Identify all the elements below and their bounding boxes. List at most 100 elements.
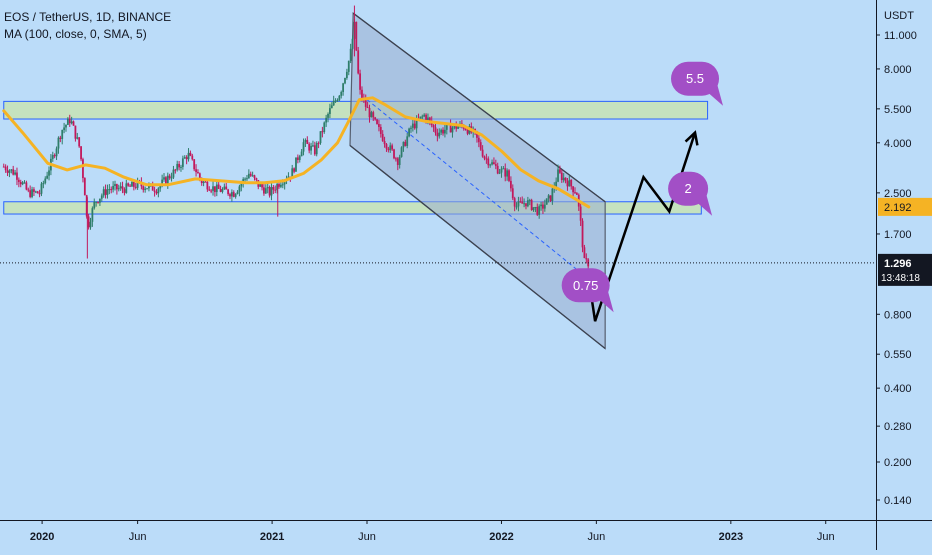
y-tick-label: 8.000 <box>884 64 912 76</box>
candle <box>391 143 394 151</box>
candle-body <box>302 142 305 152</box>
candle-body <box>212 186 214 191</box>
candle <box>153 186 156 197</box>
candle <box>342 82 345 96</box>
candle <box>263 183 265 196</box>
candle <box>376 118 378 125</box>
y-tick-label: 2.500 <box>884 188 912 200</box>
candle-body <box>525 203 527 207</box>
candle <box>355 21 358 52</box>
candle <box>517 196 520 212</box>
candle-body <box>536 207 539 215</box>
candle-body <box>129 185 131 187</box>
candle-body <box>347 60 350 72</box>
candle <box>334 98 337 103</box>
candle <box>394 156 397 162</box>
candle <box>195 164 197 177</box>
candle <box>61 129 64 145</box>
candle-body <box>44 178 47 184</box>
candle-body <box>496 165 499 174</box>
candle-body <box>442 129 444 134</box>
candle <box>246 175 248 181</box>
candle <box>530 198 533 211</box>
candle-body <box>55 148 58 157</box>
candle-body <box>400 147 403 157</box>
candle <box>538 204 541 219</box>
candle <box>502 165 505 170</box>
candle-body <box>487 158 490 166</box>
candle <box>477 134 480 148</box>
annotation-bubble: 2 <box>668 171 713 216</box>
candle <box>230 189 233 202</box>
candle-body <box>214 186 216 193</box>
candle <box>215 180 218 197</box>
candle-body <box>225 186 228 190</box>
candle <box>251 171 254 177</box>
candle <box>268 185 271 198</box>
y-tick-label: 0.400 <box>884 383 912 395</box>
candle <box>344 77 346 85</box>
candle <box>455 121 458 132</box>
y-tick-label: 0.140 <box>884 495 912 507</box>
candle-body <box>278 183 280 187</box>
candle-body <box>376 119 378 125</box>
candle <box>10 169 13 174</box>
candle <box>264 184 267 194</box>
candle <box>364 94 367 111</box>
candle <box>442 127 444 136</box>
candle-body <box>419 116 422 120</box>
y-tick-label: 0.280 <box>884 421 912 433</box>
annotation-bubble: 0.75 <box>561 268 614 313</box>
candle-body <box>385 144 388 149</box>
candle <box>229 192 231 200</box>
candle <box>214 186 216 197</box>
candle-body <box>255 178 258 180</box>
candle <box>187 148 190 162</box>
candle-body <box>117 188 120 190</box>
candle <box>508 169 510 183</box>
countdown-label: 13:48:18 <box>881 273 920 284</box>
candle-body <box>555 181 558 187</box>
y-tick-label: 1.700 <box>884 229 912 241</box>
x-tick-label: 2022 <box>489 531 513 543</box>
candle-body <box>355 21 358 51</box>
candle <box>438 128 441 139</box>
candle-body <box>70 121 73 124</box>
candle-body <box>217 184 220 189</box>
candle-body <box>251 175 254 177</box>
candle-body <box>189 152 192 156</box>
candle-body <box>134 186 137 188</box>
candle-body <box>498 172 501 174</box>
candle <box>349 43 352 64</box>
candle-body <box>219 188 222 192</box>
indicator-legend[interactable]: MA (100, close, 0, SMA, 5) <box>4 27 147 41</box>
candle-body <box>508 170 510 181</box>
candle <box>63 122 65 134</box>
candle-body <box>436 132 439 137</box>
candle <box>564 177 567 184</box>
candle-body <box>119 186 122 189</box>
candle <box>178 161 180 171</box>
candle-body <box>481 149 484 157</box>
candle-body <box>581 220 584 248</box>
candle <box>370 110 373 118</box>
candle-body <box>34 191 37 193</box>
candle <box>566 177 569 191</box>
candle <box>515 202 518 210</box>
candle <box>102 186 105 198</box>
symbol-title[interactable]: EOS / TetherUS, 1D, BINANCE <box>4 10 172 24</box>
candle <box>368 104 371 123</box>
candle-body <box>404 141 407 146</box>
candle-body <box>570 179 573 187</box>
candle <box>449 119 452 133</box>
candle <box>38 189 41 198</box>
candle <box>359 69 361 95</box>
candle-body <box>148 184 150 189</box>
candle-body <box>110 189 113 191</box>
candle-body <box>206 181 209 190</box>
candle <box>110 186 113 194</box>
candle-body <box>63 127 65 131</box>
candle <box>212 181 214 196</box>
candle <box>570 179 573 190</box>
